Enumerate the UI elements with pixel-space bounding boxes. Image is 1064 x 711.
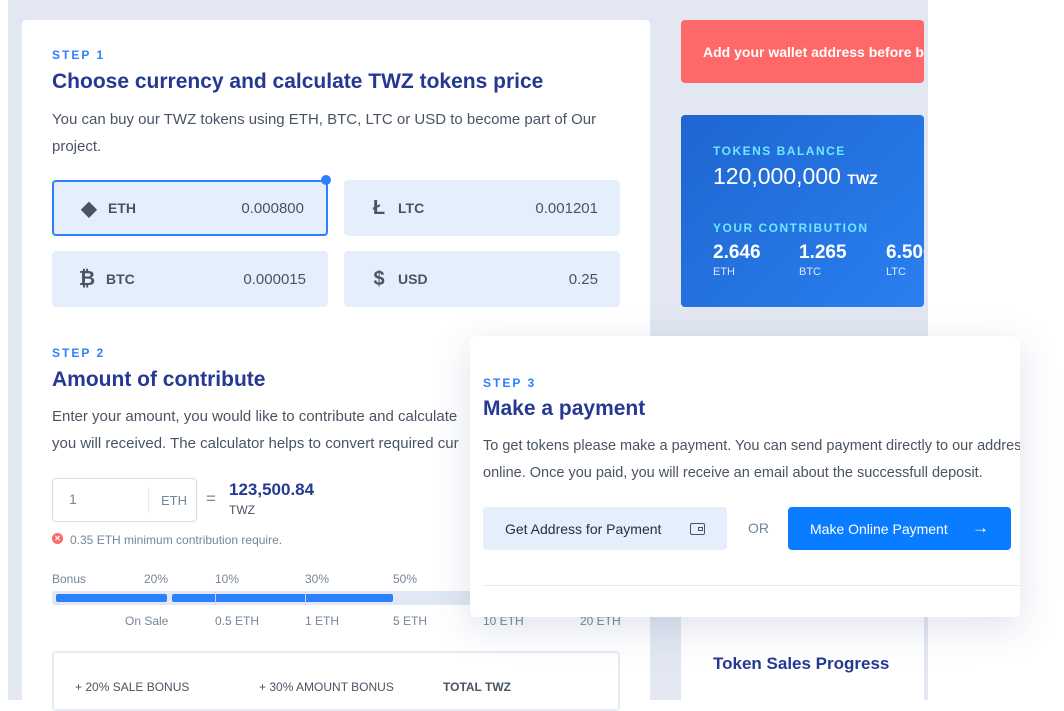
amount-input[interactable]: 1 ETH	[52, 478, 197, 522]
token-progress-title: Token Sales Progress	[713, 654, 890, 673]
bonus-tick: 30%	[305, 572, 330, 586]
selected-indicator	[321, 175, 331, 185]
balance-value: 120,000,000 TWZ	[713, 163, 878, 189]
error-text: 0.35 ETH minimum contribution require.	[70, 533, 283, 547]
bonus-step: 1 ETH	[305, 614, 340, 628]
wallet-alert[interactable]: Add your wallet address before buy	[681, 20, 924, 83]
step2-title: Amount of contribute	[52, 368, 266, 391]
online-payment-button[interactable]: Make Online Payment →	[788, 507, 1011, 550]
result-unit: TWZ	[229, 503, 255, 517]
bonus-tick: 50%	[393, 572, 418, 586]
ethereum-icon: ◆	[81, 197, 97, 220]
bonus-tick: 20%	[144, 572, 169, 586]
bonus-summary: + 20% SALE BONUS + 30% AMOUNT BONUS TOTA…	[52, 651, 620, 711]
result-value: 123,500.84	[229, 480, 315, 499]
bitcoin-icon: ₿	[78, 267, 96, 290]
bonus-tick: 10%	[215, 572, 240, 586]
dollar-icon: $	[373, 267, 385, 290]
or-separator: OR	[748, 520, 769, 536]
get-address-button[interactable]: Get Address for Payment	[483, 507, 727, 550]
step2-label: STEP 2	[52, 346, 106, 360]
step1-desc: You can buy our TWZ tokens using ETH, BT…	[52, 111, 597, 155]
bonus-step: 0.5 ETH	[215, 614, 260, 628]
step2-desc: Enter your amount, you would like to con…	[52, 408, 459, 452]
currency-usd[interactable]: $ USD 0.25	[344, 251, 620, 307]
currency-eth[interactable]: ◆ ETH 0.000800	[52, 180, 328, 236]
progress-fill-amount	[172, 594, 393, 602]
bonus-step: 10 ETH	[483, 614, 524, 628]
step3-desc: To get tokens please make a payment. You…	[483, 438, 1020, 481]
arrow-right-icon: →	[972, 518, 989, 537]
step1-label: STEP 1	[52, 48, 106, 62]
step1-title: Choose currency and calculate TWZ tokens…	[52, 70, 544, 93]
error-icon: ✕	[52, 533, 63, 544]
bonus-label: Bonus	[52, 572, 87, 586]
amount-unit: ETH	[161, 493, 187, 508]
step3-label: STEP 3	[483, 376, 537, 390]
currency-ltc[interactable]: Ł LTC 0.001201	[344, 180, 620, 236]
wallet-icon	[690, 523, 705, 535]
litecoin-icon: Ł	[372, 196, 386, 219]
currency-btc[interactable]: ₿ BTC 0.000015	[52, 251, 328, 307]
step3-title: Make a payment	[483, 397, 646, 420]
balance-card: TOKENS BALANCE 120,000,000 TWZ YOUR CONT…	[681, 115, 924, 307]
bonus-step: 5 ETH	[393, 614, 428, 628]
bonus-step: 20 ETH	[580, 614, 621, 628]
step3-payment-card: STEP 3 Make a payment To get tokens plea…	[470, 336, 1020, 617]
progress-fill-sale	[56, 594, 167, 602]
divider	[483, 585, 1020, 586]
bonus-step: On Sale	[125, 614, 169, 628]
